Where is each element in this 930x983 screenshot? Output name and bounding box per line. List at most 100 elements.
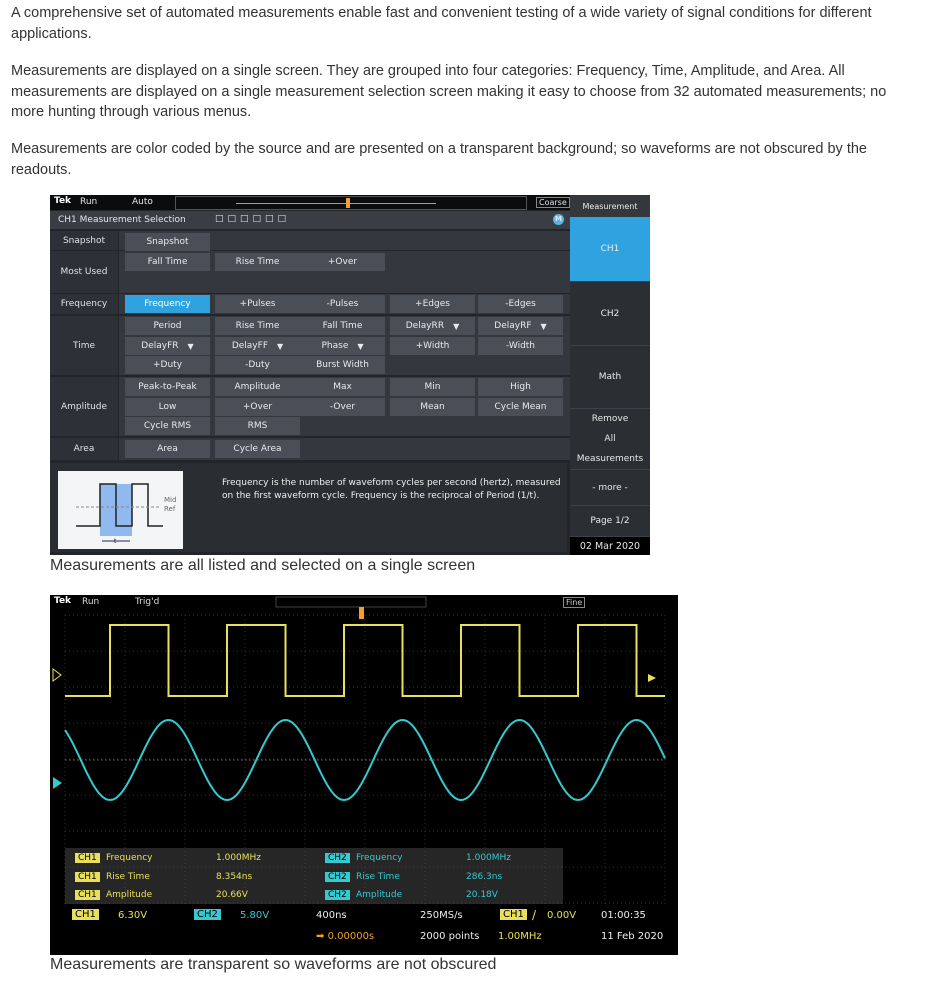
panel-title-bar: CH1 Measurement Selection □□□□□□ M <box>50 211 570 229</box>
measurement-name: Rise Time <box>106 871 150 882</box>
measurement-button-fall-time[interactable]: Fall Time <box>125 253 210 271</box>
measurement-button-delayrf[interactable]: DelayRF ▼ <box>478 317 563 335</box>
intro-paragraph: A comprehensive set of automated measure… <box>11 5 872 42</box>
measurement-button-area[interactable]: Area <box>125 440 210 458</box>
measurement-button--pulses[interactable]: -Pulses <box>300 295 385 313</box>
measurement-button-rise-time[interactable]: Rise Time <box>215 253 300 271</box>
measurement-button--over[interactable]: -Over <box>300 398 385 416</box>
measurement-button-snapshot[interactable]: Snapshot <box>125 233 210 251</box>
button-label: +Over <box>327 257 358 267</box>
dropdown-icon: ▼ <box>187 341 194 351</box>
button-label: Amplitude <box>234 382 281 392</box>
ref-label: Ref <box>164 505 176 513</box>
measurement-source-badge: CH1 <box>75 871 100 882</box>
measurement-button--width[interactable]: -Width <box>478 337 563 355</box>
measurement-button--edges[interactable]: +Edges <box>390 295 475 313</box>
button-label: Frequency <box>144 299 191 309</box>
measurement-button-min[interactable]: Min <box>390 378 475 396</box>
measurement-button-fall-time[interactable]: Fall Time <box>300 317 385 335</box>
measurement-button-peak-to-peak[interactable]: Peak-to-Peak <box>125 378 210 396</box>
measurement-button--duty[interactable]: -Duty <box>215 356 300 374</box>
fine-button[interactable]: Fine <box>563 597 586 608</box>
measurement-name: Amplitude <box>106 890 153 900</box>
dropdown-icon: ▼ <box>277 341 284 351</box>
button-label: Cycle Mean <box>494 402 547 412</box>
more-button[interactable]: - more - <box>570 470 650 506</box>
ch2-ground-marker-icon <box>53 777 62 789</box>
dropdown-icon: ▼ <box>540 321 547 331</box>
ch2-badge[interactable]: CH2 <box>194 909 221 920</box>
ch1-badge[interactable]: CH1 <box>72 909 99 920</box>
frequency-diagram-image: Mid Ref t <box>58 471 183 549</box>
measurement-value: 20.66V <box>216 890 248 900</box>
measurement-button--edges[interactable]: -Edges <box>478 295 563 313</box>
button-label: Period <box>153 321 182 331</box>
measurement-name: Rise Time <box>356 871 400 882</box>
source-ch1-button[interactable]: CH1 <box>570 217 650 282</box>
measurement-button-amplitude[interactable]: Amplitude <box>215 378 300 396</box>
mid-label: Mid <box>164 496 176 504</box>
source-math-button[interactable]: Math <box>570 346 650 409</box>
measurement-button-period[interactable]: Period <box>125 317 210 335</box>
button-label: +Width <box>415 341 450 351</box>
measurement-button-delayff[interactable]: DelayFF ▼ <box>215 337 300 355</box>
category-label-most-used: Most Used <box>50 251 118 293</box>
button-label: Low <box>158 402 177 412</box>
horizontal-delay: ➡ 0.00000s <box>316 931 374 942</box>
button-label: DelayRF <box>494 321 532 331</box>
measurements-label: Measurements <box>576 454 644 464</box>
ch1-square-waveform <box>65 624 665 697</box>
button-label: Cycle Area <box>233 444 282 454</box>
button-label: DelayFF <box>231 341 268 351</box>
color-paragraph: Measurements are color coded by the sour… <box>11 141 867 178</box>
coarse-button[interactable]: Coarse <box>536 197 570 208</box>
measurement-selection-screen: Tek Run Auto Coarse CH1 Measurement Sele… <box>50 195 650 555</box>
clock-date: 11 Feb 2020 <box>601 931 664 942</box>
source-ch2-button[interactable]: CH2 <box>570 282 650 346</box>
measurement-readout-panel <box>65 848 563 904</box>
categories-paragraph: Measurements are displayed on a single s… <box>11 63 887 120</box>
trigger-source-badge[interactable]: CH1 <box>500 909 527 920</box>
remove-label: Remove <box>591 414 629 424</box>
trigger-mode: Auto <box>132 197 153 207</box>
measurement-button-cycle-area[interactable]: Cycle Area <box>215 440 300 458</box>
measurement-button-mean[interactable]: Mean <box>390 398 475 416</box>
remove-all-measurements-button[interactable]: Remove All Measurements <box>570 409 650 470</box>
measurement-button--duty[interactable]: +Duty <box>125 356 210 374</box>
measurement-button-high[interactable]: High <box>478 378 563 396</box>
category-label-time: Time <box>50 316 118 375</box>
measurement-button-cycle-rms[interactable]: Cycle RMS <box>125 417 210 435</box>
measurement-button-max[interactable]: Max <box>300 378 385 396</box>
measurement-button-frequency[interactable]: Frequency <box>125 295 210 313</box>
ch2-sine-waveform <box>64 718 666 802</box>
measurement-source-badge: CH2 <box>325 871 350 882</box>
button-label: Cycle RMS <box>143 421 192 431</box>
measurement-button-delayrr[interactable]: DelayRR ▼ <box>390 317 475 335</box>
trigger-frequency: 1.00MHz <box>498 931 542 942</box>
screen-date: 02 Mar 2020 <box>570 537 650 555</box>
category-label-snapshot: Snapshot <box>50 231 118 250</box>
button-label: Burst Width <box>316 360 369 370</box>
measurement-button-cycle-mean[interactable]: Cycle Mean <box>478 398 563 416</box>
measurement-name: Frequency <box>106 853 153 863</box>
measurement-button-low[interactable]: Low <box>125 398 210 416</box>
measurement-button-rise-time[interactable]: Rise Time <box>215 317 300 335</box>
trigger-status: Trig'd <box>135 597 160 607</box>
measurement-button--over[interactable]: +Over <box>215 398 300 416</box>
category-label-amplitude: Amplitude <box>50 377 118 436</box>
measurement-button--pulses[interactable]: +Pulses <box>215 295 300 313</box>
measurement-button--width[interactable]: +Width <box>390 337 475 355</box>
ch1-scale: 6.30V <box>118 910 148 921</box>
button-label: Snapshot <box>146 237 189 247</box>
button-label: Min <box>424 382 441 392</box>
button-label: -Width <box>505 341 536 351</box>
ch2-scale: 5.80V <box>240 910 270 921</box>
measurement-source-badge: CH2 <box>325 853 350 863</box>
measurement-button-rms[interactable]: RMS <box>215 417 300 435</box>
measurement-button-delayfr[interactable]: DelayFR ▼ <box>125 337 210 355</box>
measurement-button--over[interactable]: +Over <box>300 253 385 271</box>
measurement-button-phase[interactable]: Phase ▼ <box>300 337 385 355</box>
side-menu-header: Measurement <box>570 195 650 218</box>
measurement-source-badge: CH2 <box>325 890 350 900</box>
measurement-button-burst-width[interactable]: Burst Width <box>300 356 385 374</box>
